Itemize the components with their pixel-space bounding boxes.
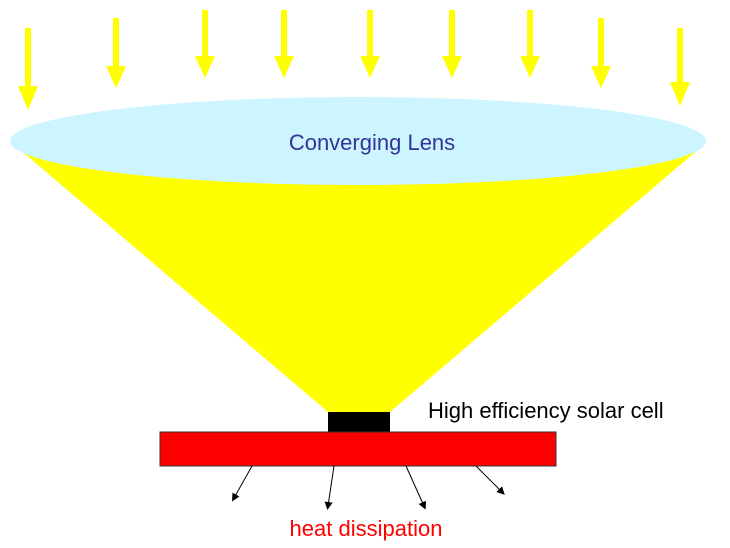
sun-rays (18, 10, 690, 110)
light-cone (18, 148, 700, 412)
cell-label: High efficiency solar cell (428, 398, 664, 423)
solar-cell (328, 412, 390, 432)
lens-label: Converging Lens (289, 130, 455, 155)
diagram: Converging Lens High efficiency solar ce… (0, 0, 730, 548)
heat-arrows (234, 466, 502, 506)
heat-sink (160, 432, 556, 466)
heat-label: heat dissipation (290, 516, 443, 541)
